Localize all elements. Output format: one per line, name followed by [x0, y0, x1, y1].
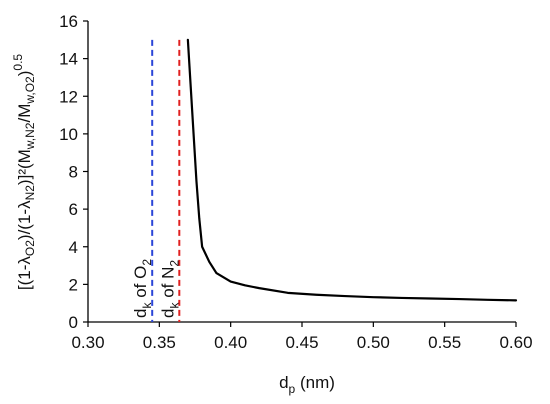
- y-tick-label: 16: [59, 12, 78, 31]
- x-axis-title-sub: p: [289, 382, 296, 396]
- x-tick-label: 0.40: [214, 333, 247, 352]
- vline-label-1: dk of N2: [158, 260, 181, 318]
- plot-area: 0 2 4 6 8 10 12 14 16 0.30 0.35 0.40 0.45 0.50 0.55 0.6…: [59, 12, 532, 352]
- y-tick-label: 8: [69, 163, 78, 182]
- y-tick-label: 14: [59, 50, 78, 69]
- y-tick-label: 0: [69, 313, 78, 332]
- y-axis-title: [(1-λO2)/(1-λN2)]²(Mw,N2/Mw,O2)0.5: [11, 54, 37, 291]
- x-tick-label: 0.60: [499, 333, 532, 352]
- y-tick-label: 4: [69, 238, 78, 257]
- series-line-0: [186, 38, 518, 302]
- x-axis-title-unit: (nm): [295, 373, 335, 392]
- x-tick-label: 0.50: [357, 333, 390, 352]
- x-tick-label: 0.30: [71, 333, 104, 352]
- y-tick-label: 10: [59, 125, 78, 144]
- x-axis-title-main: d: [279, 373, 288, 392]
- x-tick-label: 0.55: [428, 333, 461, 352]
- y-tick-label: 2: [69, 275, 78, 294]
- x-tick-label: 0.45: [285, 333, 318, 352]
- svg-text:[(1-λO2)/(1-λN2)]²(Mw,N2/Mw,O2: [(1-λO2)/(1-λN2)]²(Mw,N2/Mw,O2)0.5: [11, 54, 37, 291]
- vline-label-text-1: dk of N2: [158, 260, 181, 318]
- vline-label-0: dk of O2: [131, 259, 154, 318]
- x-tick-label: 0.35: [143, 333, 176, 352]
- y-tick-label: 6: [69, 200, 78, 219]
- vline-label-text-0: dk of O2: [131, 259, 154, 318]
- x-axis-title: dp (nm): [279, 373, 335, 396]
- y-tick-label: 12: [59, 87, 78, 106]
